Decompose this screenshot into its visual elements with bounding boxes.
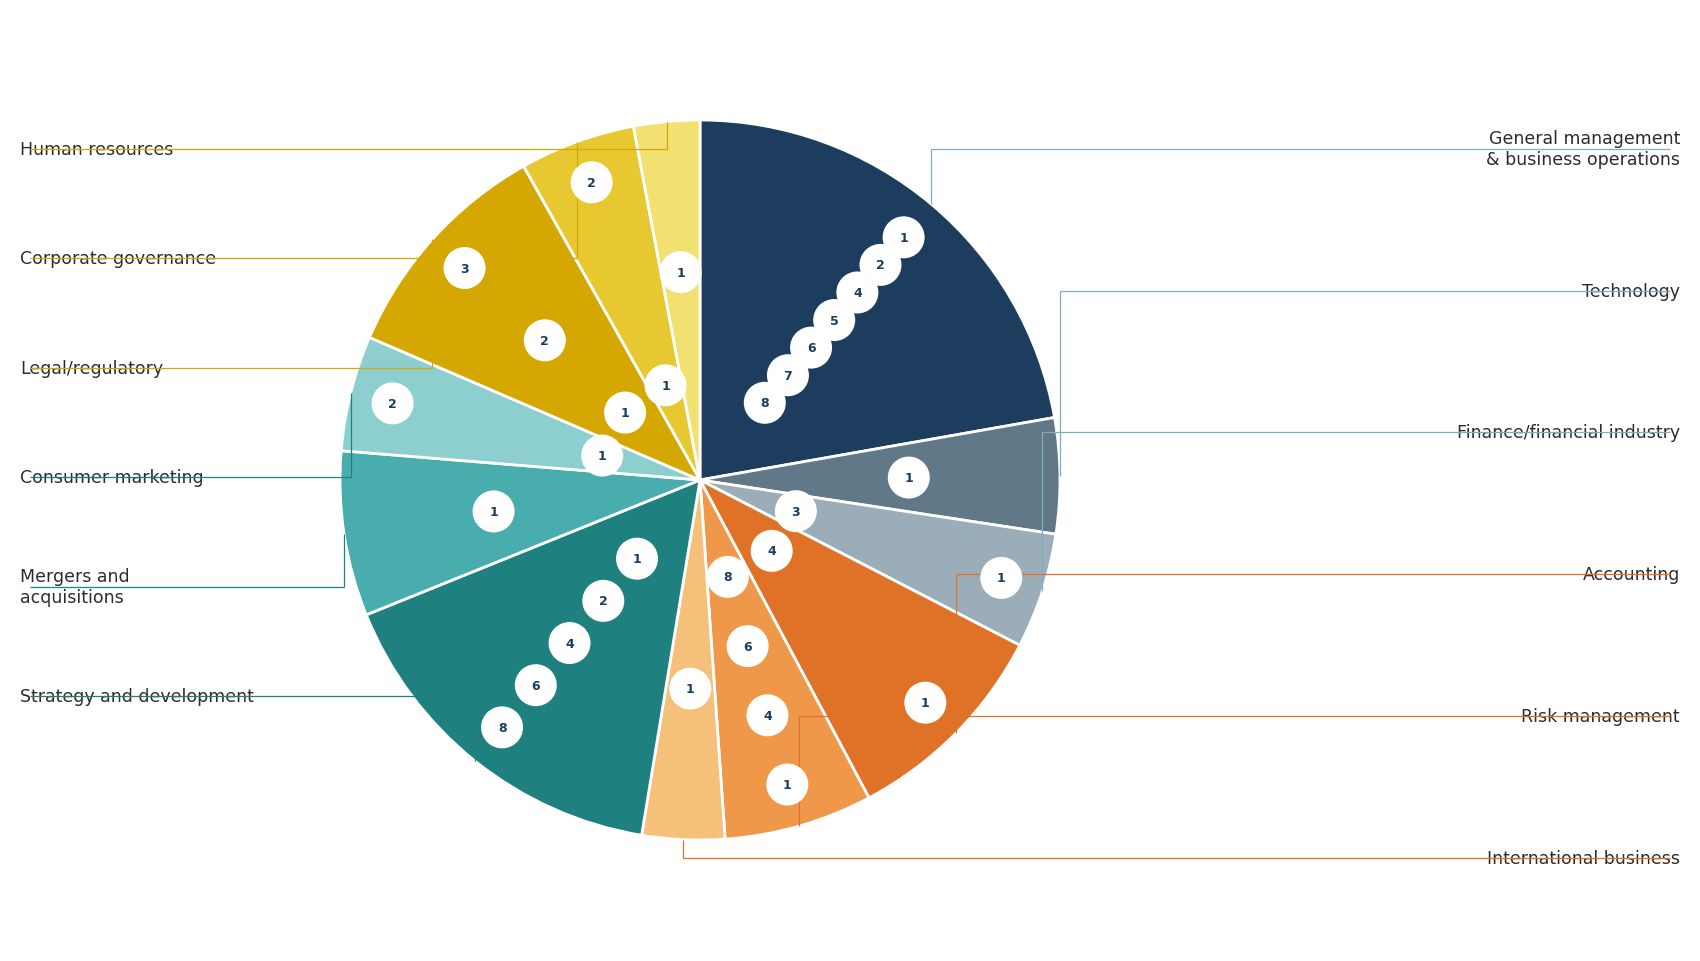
Text: 8: 8 (498, 721, 507, 734)
Wedge shape (369, 167, 700, 480)
Text: Corporate governance: Corporate governance (20, 250, 216, 268)
Text: Strategy and development: Strategy and development (20, 687, 253, 705)
Text: International business: International business (1488, 850, 1680, 867)
Text: 2: 2 (541, 334, 549, 348)
Circle shape (813, 300, 855, 342)
Text: Human resources: Human resources (20, 140, 173, 159)
Wedge shape (366, 480, 700, 835)
Circle shape (775, 491, 818, 532)
Text: 5: 5 (830, 314, 838, 327)
Circle shape (790, 328, 831, 369)
Text: 4: 4 (763, 709, 772, 722)
Circle shape (981, 557, 1022, 600)
Text: 4: 4 (853, 286, 862, 300)
Text: General management
& business operations: General management & business operations (1486, 131, 1680, 169)
Circle shape (372, 383, 413, 425)
Wedge shape (700, 480, 1020, 798)
Circle shape (481, 706, 524, 749)
Circle shape (887, 457, 930, 499)
Circle shape (583, 580, 624, 622)
Wedge shape (634, 121, 700, 480)
Text: Consumer marketing: Consumer marketing (20, 469, 204, 486)
Wedge shape (700, 480, 869, 839)
Text: 1: 1 (620, 407, 629, 420)
Text: Technology: Technology (1583, 283, 1680, 301)
Text: 8: 8 (760, 397, 768, 409)
Text: 1: 1 (899, 232, 908, 244)
Text: Mergers and
acquisitions: Mergers and acquisitions (20, 568, 129, 606)
Circle shape (836, 272, 879, 314)
Text: 3: 3 (792, 505, 801, 518)
Wedge shape (342, 338, 700, 480)
Text: 7: 7 (784, 369, 792, 382)
Circle shape (707, 556, 748, 599)
Circle shape (615, 538, 658, 580)
Text: 6: 6 (808, 342, 816, 355)
Text: 2: 2 (388, 398, 398, 410)
Text: 2: 2 (598, 595, 607, 607)
Wedge shape (700, 480, 1056, 646)
Circle shape (767, 355, 809, 397)
Circle shape (604, 392, 646, 434)
Text: 1: 1 (490, 505, 498, 518)
Text: 1: 1 (996, 572, 1006, 585)
Circle shape (767, 764, 808, 805)
Circle shape (524, 320, 566, 362)
Text: 1: 1 (921, 697, 930, 709)
Text: 4: 4 (767, 545, 777, 557)
Text: 1: 1 (784, 778, 792, 791)
Text: 6: 6 (743, 640, 751, 653)
Text: 3: 3 (461, 262, 469, 275)
Text: Legal/regulatory: Legal/regulatory (20, 359, 163, 378)
Circle shape (515, 664, 558, 706)
Text: 1: 1 (598, 450, 607, 462)
Text: 8: 8 (724, 571, 733, 583)
Circle shape (746, 695, 789, 736)
Wedge shape (700, 418, 1061, 534)
Circle shape (726, 626, 768, 667)
Circle shape (473, 491, 515, 533)
Text: 1: 1 (677, 266, 685, 280)
Circle shape (882, 217, 925, 259)
Circle shape (444, 248, 486, 289)
Circle shape (860, 245, 901, 286)
Text: Accounting: Accounting (1583, 566, 1680, 583)
Text: 6: 6 (532, 679, 541, 692)
Circle shape (571, 162, 612, 204)
Circle shape (670, 668, 711, 710)
Text: 1: 1 (685, 682, 695, 696)
Circle shape (644, 365, 687, 407)
Text: Risk management: Risk management (1522, 707, 1680, 726)
Wedge shape (524, 127, 700, 480)
Circle shape (904, 682, 947, 724)
Text: Finance/financial industry: Finance/financial industry (1457, 424, 1680, 442)
Circle shape (751, 530, 792, 572)
Circle shape (549, 623, 590, 664)
Text: 2: 2 (586, 177, 597, 189)
Circle shape (745, 382, 785, 425)
Circle shape (660, 252, 702, 294)
Text: 4: 4 (564, 637, 575, 650)
Wedge shape (700, 121, 1054, 480)
Wedge shape (641, 480, 726, 840)
Text: 1: 1 (904, 472, 913, 484)
Circle shape (581, 435, 624, 477)
Text: 2: 2 (876, 259, 886, 272)
Text: 1: 1 (632, 553, 641, 566)
Wedge shape (340, 452, 700, 615)
Text: 1: 1 (661, 380, 670, 392)
